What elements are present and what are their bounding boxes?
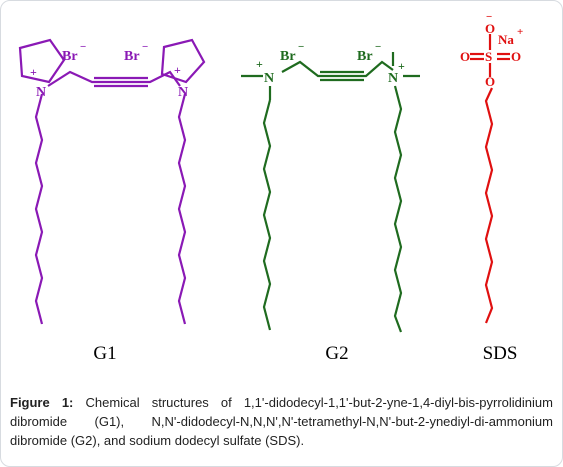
g2-right-plus: + — [398, 59, 405, 73]
g1-right-pyrrolidine-ring — [160, 38, 206, 84]
g2-left-bromide-minus: − — [298, 41, 304, 53]
g1-right-bromide-minus: − — [142, 41, 148, 53]
g2-right-nitrogen: N — [388, 71, 398, 86]
label-g1: G1 — [93, 343, 117, 364]
g2-structure — [241, 52, 420, 333]
caption-prefix: Figure 1: — [10, 395, 74, 410]
g1-left-bromide-minus: − — [80, 41, 86, 53]
g1-left-alkyl-chain — [34, 93, 44, 325]
g2-right-bromide-minus: − — [375, 41, 381, 53]
chemical-structures: N + N + Br − Br − N + N + Br − Br − — [18, 11, 523, 333]
sds-oxygen-bottom: O — [485, 74, 495, 89]
figure-caption: Figure 1: Chemical structures of 1,1'-di… — [10, 393, 553, 450]
g2-left-bromide: Br — [280, 49, 296, 64]
sds-sulfur: S — [485, 49, 492, 64]
g1-bridge — [47, 70, 181, 87]
sds-sodium-plus: + — [517, 26, 523, 38]
label-sds: SDS — [482, 343, 518, 364]
sds-oxygen-top-minus: − — [486, 11, 492, 23]
g1-right-bromide: Br — [124, 49, 140, 64]
g1-left-nitrogen: N — [36, 85, 46, 100]
sds-oxygen-left: O — [460, 49, 470, 64]
g1-left-pyrrolidine-ring — [18, 38, 66, 84]
g2-bridge — [281, 60, 394, 78]
g1-structure — [18, 38, 206, 325]
sds-oxygen-right: O — [511, 49, 521, 64]
g2-left-plus: + — [256, 57, 263, 71]
g1-left-plus: + — [30, 65, 37, 79]
g2-right-bromide: Br — [357, 49, 373, 64]
g2-left-alkyl-chain — [262, 99, 272, 331]
g1-right-plus: + — [174, 63, 181, 77]
label-g2: G2 — [325, 343, 349, 364]
caption-text: Chemical structures of 1,1'-didodecyl-1,… — [10, 395, 553, 448]
g1-right-nitrogen: N — [178, 85, 188, 100]
sds-alkyl-chain — [484, 87, 494, 324]
sds-oxygen-top: O — [485, 21, 495, 36]
g2-right-alkyl-chain — [393, 85, 403, 333]
g2-left-nitrogen: N — [264, 71, 274, 86]
sds-structure — [470, 34, 510, 324]
sds-sodium: Na — [498, 32, 514, 47]
g1-left-bromide: Br — [62, 49, 78, 64]
g1-right-alkyl-chain — [177, 93, 187, 325]
